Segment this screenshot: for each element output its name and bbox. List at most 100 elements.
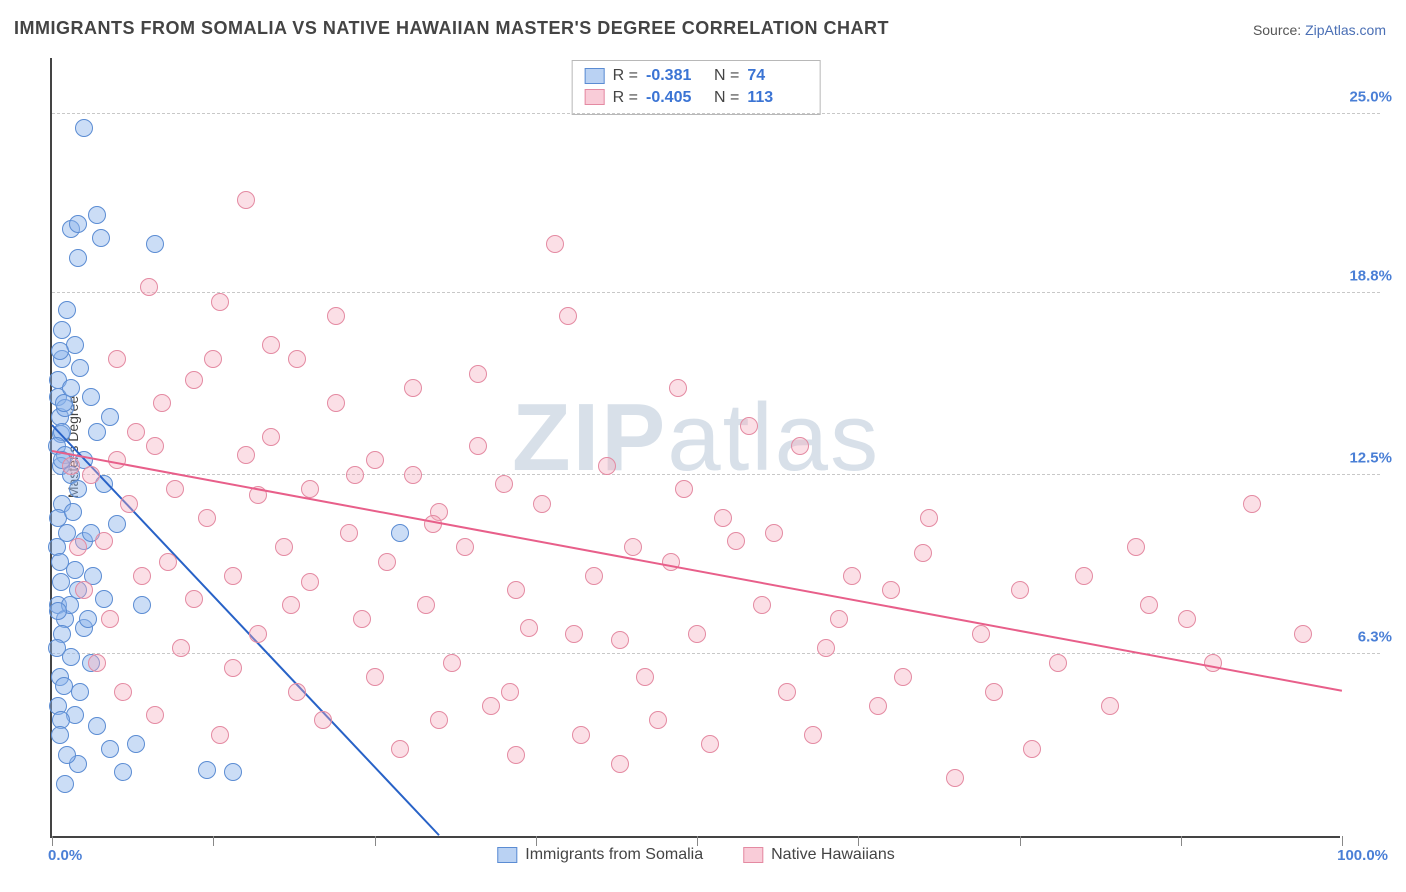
data-point bbox=[546, 235, 564, 253]
data-point bbox=[146, 235, 164, 253]
data-point bbox=[62, 379, 80, 397]
data-point bbox=[88, 423, 106, 441]
data-point bbox=[237, 446, 255, 464]
data-point bbox=[53, 321, 71, 339]
data-point bbox=[456, 538, 474, 556]
data-point bbox=[701, 735, 719, 753]
data-point bbox=[146, 706, 164, 724]
y-tick-label: 12.5% bbox=[1349, 449, 1392, 466]
data-point bbox=[120, 495, 138, 513]
data-point bbox=[51, 342, 69, 360]
data-point bbox=[224, 659, 242, 677]
data-point bbox=[55, 677, 73, 695]
y-tick-label: 18.8% bbox=[1349, 267, 1392, 284]
data-point bbox=[565, 625, 583, 643]
data-point bbox=[69, 538, 87, 556]
data-point bbox=[52, 573, 70, 591]
data-point bbox=[153, 394, 171, 412]
data-point bbox=[262, 428, 280, 446]
data-point bbox=[501, 683, 519, 701]
data-point bbox=[224, 567, 242, 585]
data-point bbox=[88, 206, 106, 224]
data-point bbox=[1127, 538, 1145, 556]
source-prefix: Source: bbox=[1253, 22, 1305, 38]
data-point bbox=[507, 581, 525, 599]
data-point bbox=[611, 631, 629, 649]
data-point bbox=[211, 726, 229, 744]
x-tick-label: 0.0% bbox=[48, 847, 82, 864]
data-point bbox=[69, 480, 87, 498]
x-tick bbox=[858, 836, 859, 846]
data-point bbox=[282, 596, 300, 614]
y-tick-label: 6.3% bbox=[1358, 629, 1392, 646]
n-label: N = bbox=[714, 65, 739, 87]
data-point bbox=[301, 573, 319, 591]
data-point bbox=[649, 711, 667, 729]
legend-row-blue: R = -0.381 N = 74 bbox=[585, 65, 808, 87]
x-tick bbox=[375, 836, 376, 846]
x-tick bbox=[213, 836, 214, 846]
data-point bbox=[1101, 697, 1119, 715]
gridline bbox=[52, 113, 1380, 114]
data-point bbox=[95, 590, 113, 608]
data-point bbox=[88, 717, 106, 735]
data-point bbox=[346, 466, 364, 484]
x-tick-label: 100.0% bbox=[1337, 847, 1388, 864]
data-point bbox=[443, 654, 461, 672]
data-point bbox=[1075, 567, 1093, 585]
data-point bbox=[71, 683, 89, 701]
data-point bbox=[482, 697, 500, 715]
r-label: R = bbox=[613, 65, 638, 87]
data-point bbox=[95, 532, 113, 550]
r-value-blue: -0.381 bbox=[646, 65, 706, 87]
data-point bbox=[946, 769, 964, 787]
data-point bbox=[49, 602, 67, 620]
data-point bbox=[133, 596, 151, 614]
data-point bbox=[804, 726, 822, 744]
data-point bbox=[327, 307, 345, 325]
data-point bbox=[146, 437, 164, 455]
data-point bbox=[114, 683, 132, 701]
data-point bbox=[71, 359, 89, 377]
data-point bbox=[727, 532, 745, 550]
data-point bbox=[559, 307, 577, 325]
r-value-pink: -0.405 bbox=[646, 87, 706, 109]
x-tick bbox=[1020, 836, 1021, 846]
data-point bbox=[51, 726, 69, 744]
data-point bbox=[882, 581, 900, 599]
swatch-pink-icon bbox=[743, 847, 763, 863]
data-point bbox=[585, 567, 603, 585]
data-point bbox=[185, 371, 203, 389]
data-point bbox=[101, 610, 119, 628]
data-point bbox=[69, 249, 87, 267]
series-legend: Immigrants from Somalia Native Hawaiians bbox=[497, 846, 894, 864]
data-point bbox=[611, 755, 629, 773]
data-point bbox=[675, 480, 693, 498]
data-point bbox=[830, 610, 848, 628]
data-point bbox=[101, 740, 119, 758]
data-point bbox=[920, 509, 938, 527]
gridline bbox=[52, 292, 1380, 293]
source-link[interactable]: ZipAtlas.com bbox=[1305, 22, 1386, 38]
data-point bbox=[237, 191, 255, 209]
correlation-legend: R = -0.381 N = 74 R = -0.405 N = 113 bbox=[572, 60, 821, 115]
data-point bbox=[624, 538, 642, 556]
data-point bbox=[66, 336, 84, 354]
data-point bbox=[972, 625, 990, 643]
x-tick bbox=[52, 836, 53, 846]
swatch-blue-icon bbox=[585, 68, 605, 84]
data-point bbox=[204, 350, 222, 368]
y-tick-label: 25.0% bbox=[1349, 88, 1392, 105]
data-point bbox=[533, 495, 551, 513]
data-point bbox=[1011, 581, 1029, 599]
data-point bbox=[262, 336, 280, 354]
data-point bbox=[1243, 495, 1261, 513]
data-point bbox=[869, 697, 887, 715]
data-point bbox=[288, 683, 306, 701]
gridline bbox=[52, 653, 1380, 654]
data-point bbox=[114, 763, 132, 781]
data-point bbox=[75, 119, 93, 137]
x-tick bbox=[1181, 836, 1182, 846]
data-point bbox=[172, 639, 190, 657]
data-point bbox=[520, 619, 538, 637]
